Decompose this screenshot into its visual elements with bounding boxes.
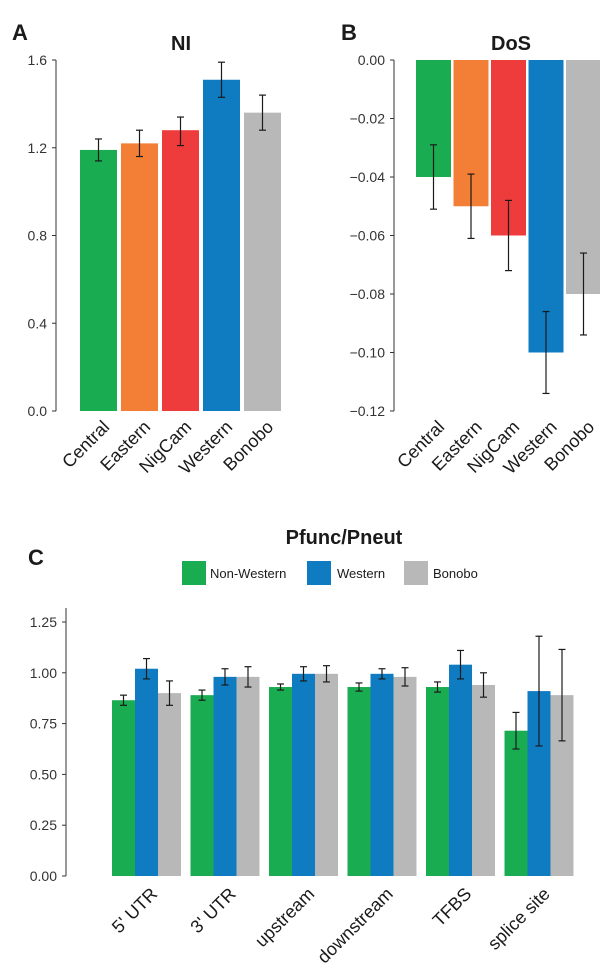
y-tick-label: 0.0 <box>28 403 48 419</box>
bar-upstream-non-western <box>269 687 292 876</box>
y-tick-label: 0.00 <box>358 52 385 68</box>
x-category-label: downstream <box>313 884 396 967</box>
y-tick-label: −0.02 <box>350 111 386 127</box>
bar-western <box>528 60 564 353</box>
bar-splice-site-western <box>527 691 551 876</box>
y-tick-label: 0.8 <box>28 228 48 244</box>
legend-label: Non-Western <box>210 566 286 581</box>
bar-bonobo <box>244 112 281 412</box>
y-tick-label: 0.50 <box>30 766 57 782</box>
panel-a: A NI 0.00.40.81.21.6CentralEasternNigCam… <box>12 20 281 478</box>
y-tick-label: −0.10 <box>350 345 386 361</box>
panel-c: C Pfunc/Pneut Non-Western Western Bonobo 0… <box>28 527 574 967</box>
y-tick-label: 1.2 <box>28 140 48 156</box>
legend-swatch-bonobo <box>404 561 428 585</box>
y-tick-label: 0.75 <box>30 716 57 732</box>
y-tick-label: −0.06 <box>350 228 386 244</box>
x-category-label: upstream <box>251 884 318 951</box>
y-tick-label: 1.25 <box>30 614 57 630</box>
bar-western <box>203 79 240 412</box>
panel-b-title: DoS <box>491 33 531 55</box>
y-tick-label: −0.08 <box>350 286 386 302</box>
legend: Non-Western Western Bonobo <box>182 561 478 585</box>
bar-eastern <box>121 143 158 412</box>
panel-c-title: Pfunc/Pneut <box>286 527 403 549</box>
y-tick-label: 0.00 <box>30 868 57 884</box>
bar-3-utr-non-western <box>190 695 214 876</box>
bar-upstream-bonobo <box>315 673 338 876</box>
panel-b: B DoS 0.00 −0.02 −0.04 −0.06 −0.08 −0.10 −0.12… <box>341 20 600 478</box>
y-tick-label: 1.6 <box>28 52 48 68</box>
bar-downstream-non-western <box>347 687 371 876</box>
y-tick-label: −0.12 <box>350 403 386 419</box>
legend-label: Western <box>337 566 385 581</box>
bar-3-utr-western <box>213 676 237 876</box>
panel-c-letter: C <box>28 545 44 570</box>
bar-splice-site-bonobo <box>550 695 574 876</box>
bar-upstream-western <box>292 673 315 876</box>
bar-tfbs-bonobo <box>472 684 495 876</box>
bar-downstream-western <box>370 673 394 876</box>
x-category-label: splice site <box>484 884 554 954</box>
bar-5-utr-non-western <box>112 700 135 876</box>
y-tick-label: 0.25 <box>30 817 57 833</box>
x-category-label: 5' UTR <box>108 884 161 937</box>
bar-tfbs-western <box>449 664 472 876</box>
legend-label: Bonobo <box>433 566 478 581</box>
legend-swatch-western <box>307 561 331 585</box>
bar-downstream-bonobo <box>393 676 417 876</box>
panel-a-title: NI <box>171 33 191 55</box>
legend-swatch-non-western <box>182 561 206 585</box>
bar-3-utr-bonobo <box>236 676 260 876</box>
bar-5-utr-western <box>135 668 158 876</box>
panel-b-letter: B <box>341 20 357 45</box>
bar-tfbs-non-western <box>426 687 449 876</box>
y-tick-label: −0.04 <box>350 169 386 185</box>
y-tick-label: 1.00 <box>30 665 57 681</box>
x-category-label: 3' UTR <box>186 884 239 937</box>
bar-central <box>80 149 117 411</box>
y-tick-label: 0.4 <box>28 315 48 331</box>
bar-nigcam <box>162 130 199 411</box>
panel-a-letter: A <box>12 20 28 45</box>
bar-5-utr-bonobo <box>158 693 181 876</box>
bar-splice-site-non-western <box>504 730 528 876</box>
x-category-label: TFBS <box>429 884 476 931</box>
